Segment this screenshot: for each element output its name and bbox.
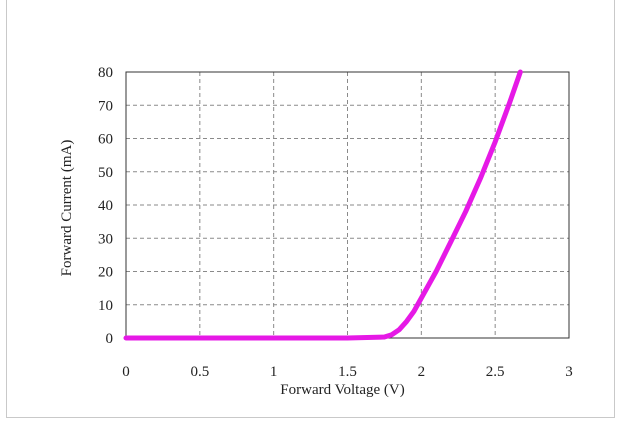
x-tick-label: 0.5 xyxy=(190,364,209,380)
x-tick-label: 2 xyxy=(418,364,426,380)
series-layer xyxy=(123,69,523,341)
y-tick-label: 70 xyxy=(98,98,113,114)
y-axis-title: Forward Current (mA) xyxy=(59,140,75,277)
chart: 0 0.5 1 1.5 2 2.5 3 0 10 20 30 40 50 60 70 80 Forward … xyxy=(59,65,573,398)
x-tick-label: 2.5 xyxy=(486,364,505,380)
x-tick-label: 0 xyxy=(122,364,130,380)
grid-lines xyxy=(126,72,569,338)
x-tick-label: 3 xyxy=(565,364,573,380)
y-tick-labels: 0 10 20 30 40 50 60 70 80 xyxy=(98,65,113,347)
chart-frame: 0 0.5 1 1.5 2 2.5 3 0 10 20 30 40 50 60 70 80 Forward … xyxy=(6,0,615,418)
series-line xyxy=(123,69,523,341)
x-tick-label: 1 xyxy=(270,364,278,380)
x-tick-labels: 0 0.5 1 1.5 2 2.5 3 xyxy=(122,364,573,380)
y-tick-label: 50 xyxy=(98,165,113,181)
y-tick-label: 0 xyxy=(106,331,114,347)
y-tick-label: 30 xyxy=(98,231,113,247)
y-tick-label: 40 xyxy=(98,198,113,214)
x-tick-label: 1.5 xyxy=(338,364,357,380)
y-tick-label: 60 xyxy=(98,132,113,148)
y-tick-label: 80 xyxy=(98,65,113,81)
y-tick-label: 20 xyxy=(98,265,113,281)
x-axis-title: Forward Voltage (V) xyxy=(280,382,404,398)
y-tick-label: 10 xyxy=(98,298,113,314)
